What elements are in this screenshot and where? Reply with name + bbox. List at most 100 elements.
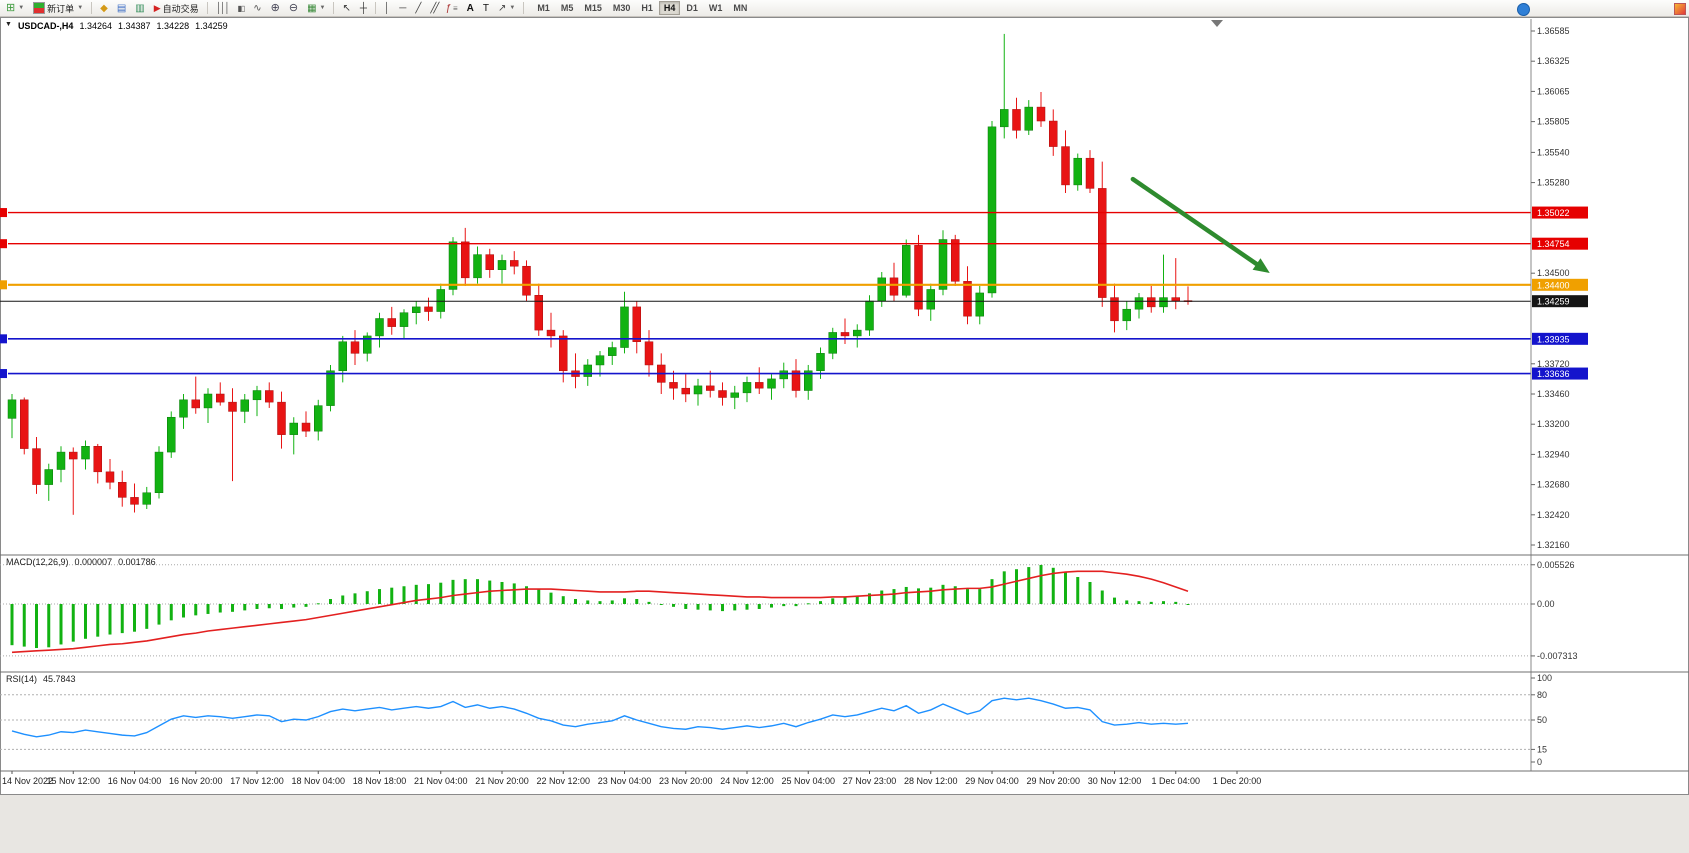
macd-bar: [463, 579, 467, 604]
channel-icon: ╱╱: [430, 2, 439, 14]
navigator-button[interactable]: ▥: [131, 0, 148, 17]
tf-button-m1[interactable]: M1: [537, 3, 550, 13]
svg-text:16 Nov 04:00: 16 Nov 04:00: [108, 776, 162, 786]
channel-button[interactable]: ╱╱: [426, 0, 440, 17]
timeframe-toolbar: M1 M5 M15 M30 H1 H4 D1 W1 MN: [532, 1, 752, 15]
candle: [32, 448, 41, 485]
market-watch-button[interactable]: ◆: [96, 0, 112, 17]
trend-arrow[interactable]: [1130, 176, 1259, 267]
candle: [44, 469, 53, 485]
trendline-button[interactable]: ╱: [411, 0, 425, 17]
community-icon[interactable]: [1517, 3, 1530, 16]
auto-trading-label: 自动交易: [162, 3, 199, 14]
trend-arrow-head: [1252, 258, 1270, 274]
toolbar-separator: [333, 2, 335, 14]
macd-bar: [708, 604, 712, 611]
new-order-button[interactable]: 新订单 ▼: [29, 0, 87, 17]
tf-button-d1[interactable]: D1: [686, 3, 698, 13]
crosshair-button[interactable]: ┼: [356, 0, 371, 17]
svg-text:-0.007313: -0.007313: [1537, 651, 1578, 661]
text-button[interactable]: A: [463, 0, 478, 17]
svg-text:1.36065: 1.36065: [1537, 86, 1570, 96]
tf-button-w1[interactable]: W1: [708, 3, 723, 13]
candle: [167, 416, 176, 453]
macd-bar: [610, 600, 614, 604]
svg-text:1.36585: 1.36585: [1537, 26, 1570, 36]
tile-windows-button[interactable]: ▦ ▼: [303, 0, 329, 17]
svg-text:1.34259: 1.34259: [1537, 297, 1570, 307]
candle: [1073, 157, 1082, 186]
tf-button-m30[interactable]: M30: [612, 3, 631, 13]
fibonacci-button[interactable]: ƒ ≡: [441, 0, 461, 17]
macd-bar: [1088, 581, 1092, 604]
candle: [583, 364, 592, 377]
candle: [350, 341, 360, 354]
macd-bar: [1064, 572, 1067, 604]
candlesticks: [7, 33, 1193, 515]
tf-button-m5[interactable]: M5: [560, 3, 574, 13]
tf-button-h4[interactable]: H4: [658, 1, 681, 15]
macd-bar: [231, 604, 234, 612]
horizontal-line-button[interactable]: ─: [395, 0, 410, 17]
candle: [142, 492, 151, 505]
candle: [987, 126, 997, 294]
macd-bar: [794, 604, 798, 607]
auto-trading-button[interactable]: ▶ 自动交易: [150, 0, 203, 17]
data-window-button[interactable]: ▤: [113, 0, 130, 17]
text-label-button[interactable]: T: [479, 0, 493, 17]
chevron-down-icon: ▼: [319, 5, 326, 11]
bar-chart-button[interactable]: │││: [212, 0, 233, 17]
candlestick-chart-button[interactable]: ▮▯: [233, 0, 248, 17]
candle: [1085, 157, 1095, 189]
tf-button-m15[interactable]: M15: [584, 3, 602, 13]
toolbar: ⊞ ▼ 新订单 ▼ ◆ ▤ ▥ ▶ 自动交易 │││ ▮▯ ∿: [0, 0, 1689, 17]
svg-text:24 Nov 12:00: 24 Nov 12:00: [720, 776, 774, 786]
svg-text:1.35022: 1.35022: [1537, 208, 1570, 218]
macd-bar: [672, 604, 675, 607]
macd-bar: [341, 595, 345, 604]
svg-text:1.32420: 1.32420: [1537, 510, 1570, 520]
macd-bar: [892, 589, 896, 604]
svg-text:1.32680: 1.32680: [1537, 480, 1570, 490]
candle: [706, 385, 715, 391]
chevron-down-icon: ▼: [509, 5, 516, 11]
macd-bar: [1051, 567, 1055, 604]
macd-bar: [1113, 597, 1116, 604]
cursor-button[interactable]: ↖: [338, 0, 354, 17]
macd-bar: [427, 584, 430, 604]
arrows-button[interactable]: ↗ ▼: [494, 0, 519, 17]
new-chart-button[interactable]: ⊞ ▼: [2, 0, 28, 17]
price-tag: [1532, 278, 1588, 291]
macd-bar: [390, 587, 394, 604]
macd-bar: [696, 604, 700, 610]
macd-bar: [500, 581, 504, 604]
candle: [828, 332, 837, 354]
macd-bar: [96, 604, 100, 637]
macd-bar: [206, 604, 210, 614]
macd-bar: [561, 596, 565, 604]
candle: [56, 451, 66, 470]
chart-canvas[interactable]: 1.35022 1.34754 1.34400 1.33935 1.33636 1.342…: [0, 17, 1689, 853]
candle: [865, 300, 874, 331]
macd-bar: [267, 604, 271, 609]
text-label-icon: T: [482, 2, 489, 14]
zoom-in-button[interactable]: ⊕: [267, 0, 284, 17]
zoom-out-button[interactable]: ⊖: [285, 0, 302, 17]
line-chart-button[interactable]: ∿: [249, 0, 265, 17]
candle: [510, 260, 519, 267]
tf-button-mn[interactable]: MN: [733, 3, 748, 13]
price-tag: [1532, 206, 1588, 219]
macd-bar: [623, 598, 626, 604]
macd-bar: [169, 604, 173, 621]
toolbar-overflow-icon[interactable]: [1674, 3, 1686, 15]
candle: [363, 335, 372, 354]
macd-bar: [35, 604, 38, 649]
chart-background: [0, 17, 1689, 795]
tf-button-h1[interactable]: H1: [641, 3, 653, 13]
candle: [1147, 297, 1156, 308]
candle: [853, 329, 862, 337]
vertical-line-button[interactable]: │: [380, 0, 394, 17]
candle: [69, 451, 78, 460]
hline-left-marker: [0, 208, 7, 218]
